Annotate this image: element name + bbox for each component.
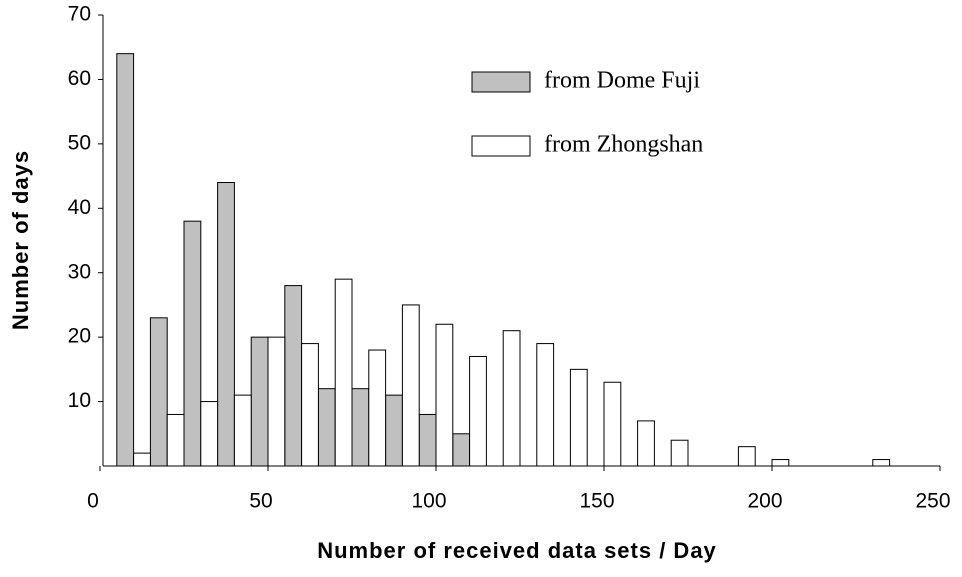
bar xyxy=(401,304,420,467)
bar xyxy=(284,285,303,467)
bar xyxy=(183,220,202,467)
bar xyxy=(133,452,151,467)
y-tick-label: 10 xyxy=(68,389,91,412)
bar xyxy=(637,420,655,467)
bar xyxy=(771,459,790,467)
y-axis-title: Number of days xyxy=(8,150,33,330)
x-tick-label: 200 xyxy=(747,490,782,513)
y-tick-label: 50 xyxy=(68,131,91,154)
y-tick-label: 20 xyxy=(68,325,91,348)
bar xyxy=(217,182,235,467)
y-tick-label: 30 xyxy=(68,260,91,283)
legend-swatch xyxy=(471,135,531,157)
bar xyxy=(469,355,487,467)
legend-label: from Zhongshan xyxy=(544,132,703,158)
x-tick-label: 100 xyxy=(411,490,446,513)
bar xyxy=(502,330,521,467)
bar xyxy=(435,323,454,467)
bar xyxy=(166,413,185,467)
bar xyxy=(569,368,588,467)
bar xyxy=(149,317,168,467)
bar xyxy=(368,349,387,467)
bar xyxy=(452,433,471,467)
bar xyxy=(334,278,353,467)
bar xyxy=(250,336,269,467)
bar xyxy=(116,53,135,467)
bar xyxy=(317,388,336,467)
x-tick-label: 250 xyxy=(915,490,950,513)
bar xyxy=(200,401,219,467)
bar xyxy=(603,381,622,467)
bar xyxy=(670,439,689,467)
x-tick-label: 0 xyxy=(87,490,99,513)
bar xyxy=(872,459,891,467)
bar xyxy=(301,343,319,467)
legend-label: from Dome Fuji xyxy=(544,68,700,94)
bar xyxy=(351,388,370,467)
legend-swatch xyxy=(471,71,531,93)
bar xyxy=(536,343,555,467)
bar xyxy=(267,336,286,467)
x-axis-title: Number of received data sets / Day xyxy=(317,538,717,563)
x-tick-label: 50 xyxy=(249,490,272,513)
x-tick-label: 150 xyxy=(579,490,614,513)
bar xyxy=(385,394,403,467)
bar xyxy=(737,446,756,467)
y-tick-label: 60 xyxy=(68,67,91,90)
bar xyxy=(233,394,252,467)
y-tick-label: 70 xyxy=(68,3,91,26)
y-tick-label: 40 xyxy=(68,196,91,219)
bar xyxy=(418,413,437,467)
